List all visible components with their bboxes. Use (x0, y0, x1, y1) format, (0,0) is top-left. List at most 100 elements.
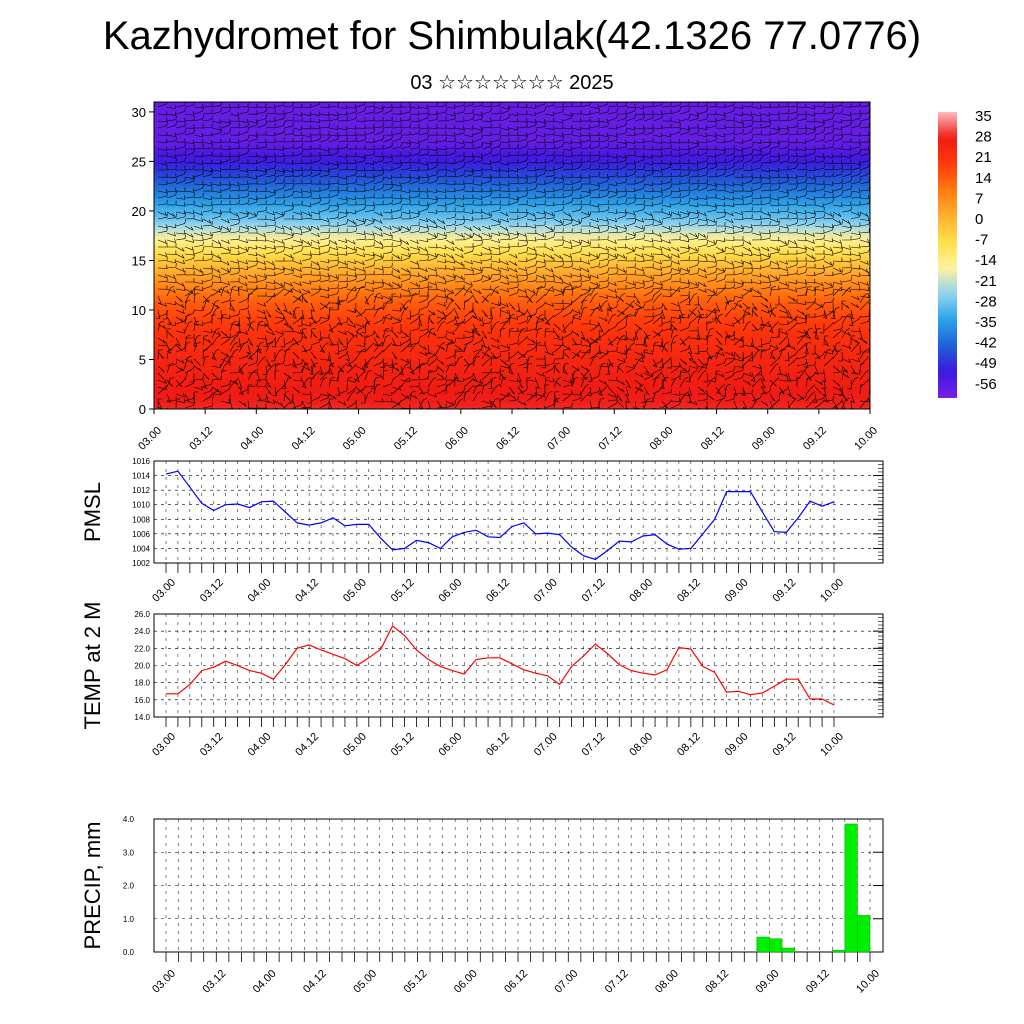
x-tick-label: 04.12 (301, 968, 329, 996)
wind-barb (778, 125, 789, 130)
y-tick-label: 2.0 (123, 882, 135, 891)
wind-barb (328, 228, 339, 234)
wind-barb (427, 102, 438, 108)
wind-barb (841, 201, 852, 206)
wind-barb (634, 153, 645, 158)
wind-barb (724, 196, 735, 201)
wind-barb (157, 213, 168, 220)
wind-barb (526, 313, 536, 325)
wind-barb (796, 230, 807, 235)
wind-barb (643, 334, 651, 346)
wind-barb (841, 120, 853, 129)
wind-barb (301, 251, 312, 256)
wind-barb (724, 136, 735, 143)
wind-barb (616, 156, 628, 164)
wind-barb (337, 345, 349, 353)
wind-barb (616, 295, 625, 303)
wind-barb (409, 364, 420, 374)
wind-barb (463, 194, 474, 199)
wind-barb (490, 245, 501, 250)
wind-barb (247, 368, 258, 374)
wind-barb (859, 178, 870, 185)
wind-barb (769, 306, 778, 318)
wind-barb (499, 243, 510, 248)
wind-barb (517, 266, 528, 272)
x-tick-label: 07.00 (552, 968, 580, 996)
wind-barb (778, 328, 783, 339)
wind-barb (526, 377, 531, 388)
wind-barb (562, 211, 572, 218)
wind-barb (517, 257, 528, 263)
wind-barb (760, 246, 770, 252)
wind-barb (796, 393, 805, 400)
wind-barb (733, 156, 745, 164)
wind-barb (301, 345, 313, 353)
wind-barb (211, 278, 222, 284)
wind-barb (481, 177, 493, 185)
wind-barb (841, 218, 851, 225)
wind-barb (229, 173, 240, 178)
wind-barb (328, 393, 337, 400)
wind-barb (661, 302, 668, 311)
wind-barb (202, 140, 213, 145)
wind-barb (391, 256, 402, 262)
wind-barb (562, 239, 572, 245)
wind-barb (247, 278, 258, 283)
wind-barb (157, 323, 166, 330)
wind-barb (670, 260, 680, 265)
wind-barb (661, 163, 673, 171)
wind-barb (688, 400, 698, 406)
wind-barb (265, 363, 276, 374)
wind-barb (580, 191, 592, 199)
wind-barb (256, 222, 267, 227)
wind-barb (598, 379, 607, 385)
wind-barb (166, 158, 177, 164)
wind-barb (508, 315, 519, 320)
wind-barb (364, 390, 373, 402)
wind-barb (616, 267, 626, 273)
wind-barb (319, 135, 331, 143)
wind-barb (751, 156, 763, 164)
wind-barb (658, 337, 664, 348)
wind-barb (841, 116, 852, 122)
wind-barb (211, 243, 222, 249)
wind-barb (301, 214, 312, 220)
wind-barb (418, 217, 429, 223)
wind-barb (454, 277, 465, 283)
wind-barb (724, 236, 735, 241)
wind-barb (841, 286, 851, 297)
wind-barb (796, 279, 807, 284)
wind-barb (184, 214, 195, 220)
wind-barb (643, 215, 654, 221)
x-tick-label: 09.12 (801, 425, 829, 453)
wind-barb (787, 398, 797, 409)
wind-barb (226, 393, 231, 404)
wind-barb (328, 398, 334, 409)
wind-barb (454, 377, 459, 388)
wind-barb (391, 225, 401, 231)
wind-barb (274, 281, 284, 288)
wind-barb (841, 393, 848, 402)
wind-barb (607, 125, 618, 130)
wind-barb (625, 139, 636, 144)
wind-barb (589, 342, 595, 353)
wind-barb (373, 292, 381, 304)
wind-barb (625, 364, 637, 374)
wind-barb (661, 262, 672, 269)
wind-barb (814, 185, 825, 192)
wind-barb (238, 192, 249, 199)
wind-barb (409, 177, 421, 185)
wind-barb (193, 160, 204, 165)
wind-barb (778, 224, 789, 229)
wind-barb (499, 302, 509, 308)
wind-barb (814, 193, 825, 199)
wind-barb (301, 241, 312, 248)
wind-barb (229, 112, 240, 117)
wind-barb (373, 128, 385, 136)
wind-barb (733, 152, 744, 157)
wind-barb (319, 199, 330, 206)
wind-barb (679, 377, 689, 388)
wind-barb (472, 126, 483, 131)
wind-barb (283, 376, 292, 388)
wind-barb (814, 203, 825, 208)
